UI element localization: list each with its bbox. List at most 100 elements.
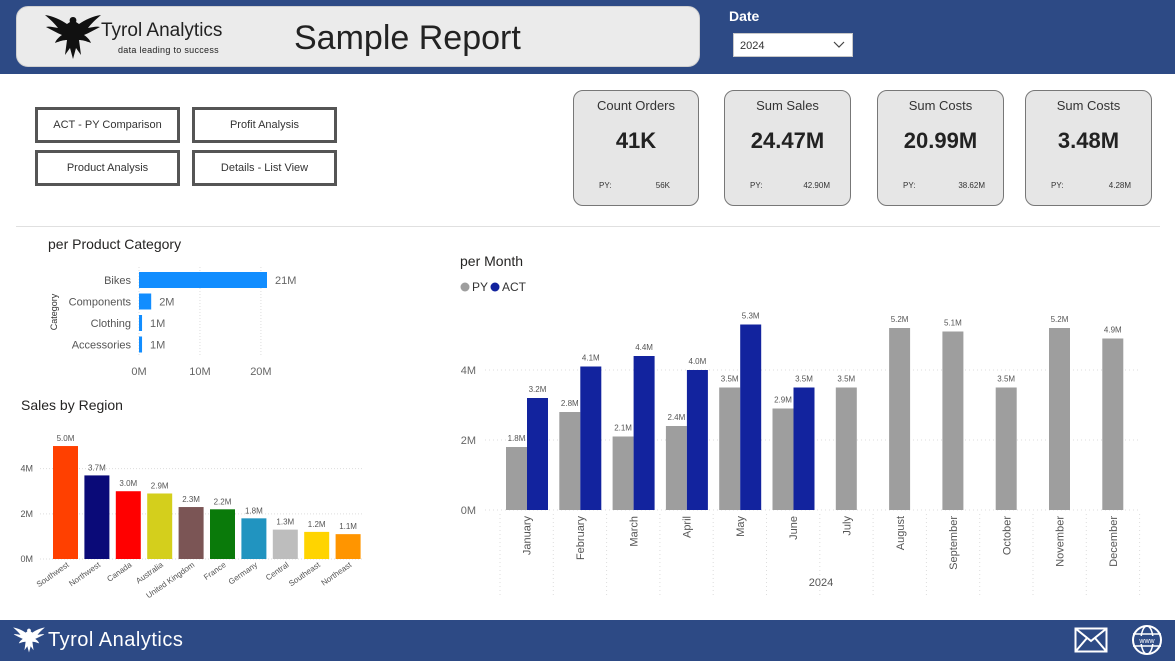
- act-py-comparison-button[interactable]: ACT - PY Comparison: [35, 107, 180, 143]
- data-label: 1M: [150, 340, 165, 352]
- details-list-view-button[interactable]: Details - List View: [192, 150, 337, 186]
- x-category-label: January: [522, 516, 534, 556]
- x-category-label: May: [735, 516, 747, 537]
- kpi-title: Sum Sales: [756, 98, 819, 113]
- product-analysis-button[interactable]: Product Analysis: [35, 150, 180, 186]
- kpi-py-label: PY:: [903, 181, 916, 190]
- act-bar: [740, 324, 762, 510]
- header-bar: Tyrol Analytics data leading to success …: [0, 0, 1175, 74]
- py-data-label: 3.5M: [997, 375, 1015, 384]
- section-divider: [16, 226, 1160, 227]
- y-category-label: Bikes: [104, 275, 131, 287]
- y-tick-label: 0M: [461, 505, 476, 517]
- region-bar: [335, 534, 361, 559]
- data-label: 2.3M: [182, 495, 200, 504]
- kpi-py-value: 4.28M: [1108, 181, 1131, 190]
- kpi-value: 24.47M: [750, 128, 825, 153]
- py-data-label: 1.8M: [508, 434, 526, 443]
- y-category-label: Accessories: [72, 340, 132, 352]
- kpi-card-count-orders: Count Orders 41K PY: 56K: [573, 90, 699, 206]
- py-bar: [995, 387, 1017, 510]
- y-axis-title: Category: [49, 293, 59, 330]
- data-label: 2M: [159, 297, 174, 309]
- kpi-title: Count Orders: [596, 98, 676, 113]
- py-data-label: 2.9M: [774, 396, 792, 405]
- py-bar: [506, 447, 527, 510]
- data-label: 1.2M: [308, 520, 326, 529]
- x-category-label: March: [628, 516, 640, 547]
- py-data-label: 2.8M: [561, 399, 579, 408]
- data-label: 1.1M: [339, 522, 357, 531]
- kpi-value: 20.99M: [903, 128, 978, 153]
- py-data-label: 4.9M: [1104, 326, 1122, 335]
- y-tick-label: 2M: [20, 509, 33, 519]
- legend-label-py: PY: [472, 280, 488, 294]
- x-category-label: Central: [264, 560, 290, 582]
- eagle-logo-icon: [45, 15, 101, 59]
- py-data-label: 5.2M: [1051, 315, 1069, 324]
- data-label: 3.7M: [88, 463, 106, 472]
- date-slicer-value: 2024: [740, 40, 765, 52]
- x-category-label: Northwest: [67, 560, 102, 588]
- region-bar: [53, 446, 78, 559]
- legend-label-act: ACT: [502, 280, 527, 294]
- region-bar: [210, 509, 235, 559]
- month-bar-chart[interactable]: PY ACT 0M 2M 4M 1.8M 3.2M January 2.8M 4.1M Februa…: [440, 270, 1160, 600]
- py-data-label: 5.2M: [891, 315, 909, 324]
- kpi-py-value: 42.90M: [803, 181, 830, 190]
- x-category-label: August: [895, 516, 907, 550]
- py-data-label: 5.1M: [944, 319, 962, 328]
- x-category-label: February: [575, 516, 587, 561]
- data-label: 1.3M: [276, 518, 294, 527]
- category-bar: [139, 315, 143, 331]
- eagle-logo-icon: [13, 627, 45, 653]
- date-slicer-dropdown[interactable]: 2024: [733, 33, 853, 57]
- data-label: 2.2M: [214, 497, 232, 506]
- act-data-label: 3.5M: [795, 375, 813, 384]
- py-bar: [559, 412, 581, 510]
- act-data-label: 5.3M: [742, 312, 760, 321]
- category-chart-title: per Product Category: [48, 236, 182, 252]
- category-bar: [139, 336, 143, 353]
- py-data-label: 2.1M: [614, 424, 632, 433]
- x-category-label: July: [841, 516, 853, 536]
- region-bar: [147, 493, 173, 559]
- y-tick-label: 0M: [20, 554, 33, 564]
- region-bar: [241, 518, 267, 559]
- globe-icon[interactable]: www: [1130, 624, 1164, 656]
- kpi-title: Sum Costs: [1056, 98, 1121, 113]
- legend-marker-act: [490, 282, 500, 292]
- region-chart-title: Sales by Region: [21, 397, 123, 413]
- y-tick-label: 4M: [461, 365, 476, 377]
- act-bar: [633, 356, 655, 510]
- category-bar-chart[interactable]: 0M 10M 20M Category Bikes 21M Components 2M Clot…: [0, 255, 320, 385]
- x-category-label: October: [1001, 516, 1013, 555]
- act-bar: [527, 398, 548, 510]
- x-category-label: Canada: [105, 560, 134, 584]
- kpi-py-label: PY:: [1051, 181, 1064, 190]
- kpi-py-value: 38.62M: [958, 181, 985, 190]
- x-category-label: December: [1108, 516, 1120, 567]
- kpi-card-sum-costs-2: Sum Costs 3.48M PY: 4.28M: [1025, 90, 1152, 206]
- y-category-label: Clothing: [91, 318, 131, 330]
- data-label: 1M: [150, 318, 165, 330]
- x-tick-label: 20M: [250, 366, 271, 378]
- act-bar: [580, 366, 602, 510]
- region-bar: [84, 475, 110, 559]
- py-bar: [1049, 328, 1070, 510]
- category-bar: [139, 272, 267, 288]
- x-category-label: Germany: [227, 560, 259, 586]
- y-tick-label: 4M: [20, 464, 33, 474]
- region-bar-chart[interactable]: 0M 2M 4M 5.0M Southwest 3.7M Northwest 3.0M Cana…: [0, 420, 380, 600]
- mail-icon[interactable]: [1074, 627, 1108, 653]
- brand-name: Tyrol Analytics: [101, 20, 223, 41]
- kpi-py-label: PY:: [599, 181, 612, 190]
- kpi-py-label: PY:: [750, 181, 763, 190]
- chevron-down-icon: [833, 41, 845, 48]
- py-bar: [1102, 338, 1124, 510]
- legend-marker-py: [460, 282, 470, 292]
- py-bar: [772, 408, 794, 510]
- profit-analysis-button[interactable]: Profit Analysis: [192, 107, 337, 143]
- py-bar: [942, 331, 964, 510]
